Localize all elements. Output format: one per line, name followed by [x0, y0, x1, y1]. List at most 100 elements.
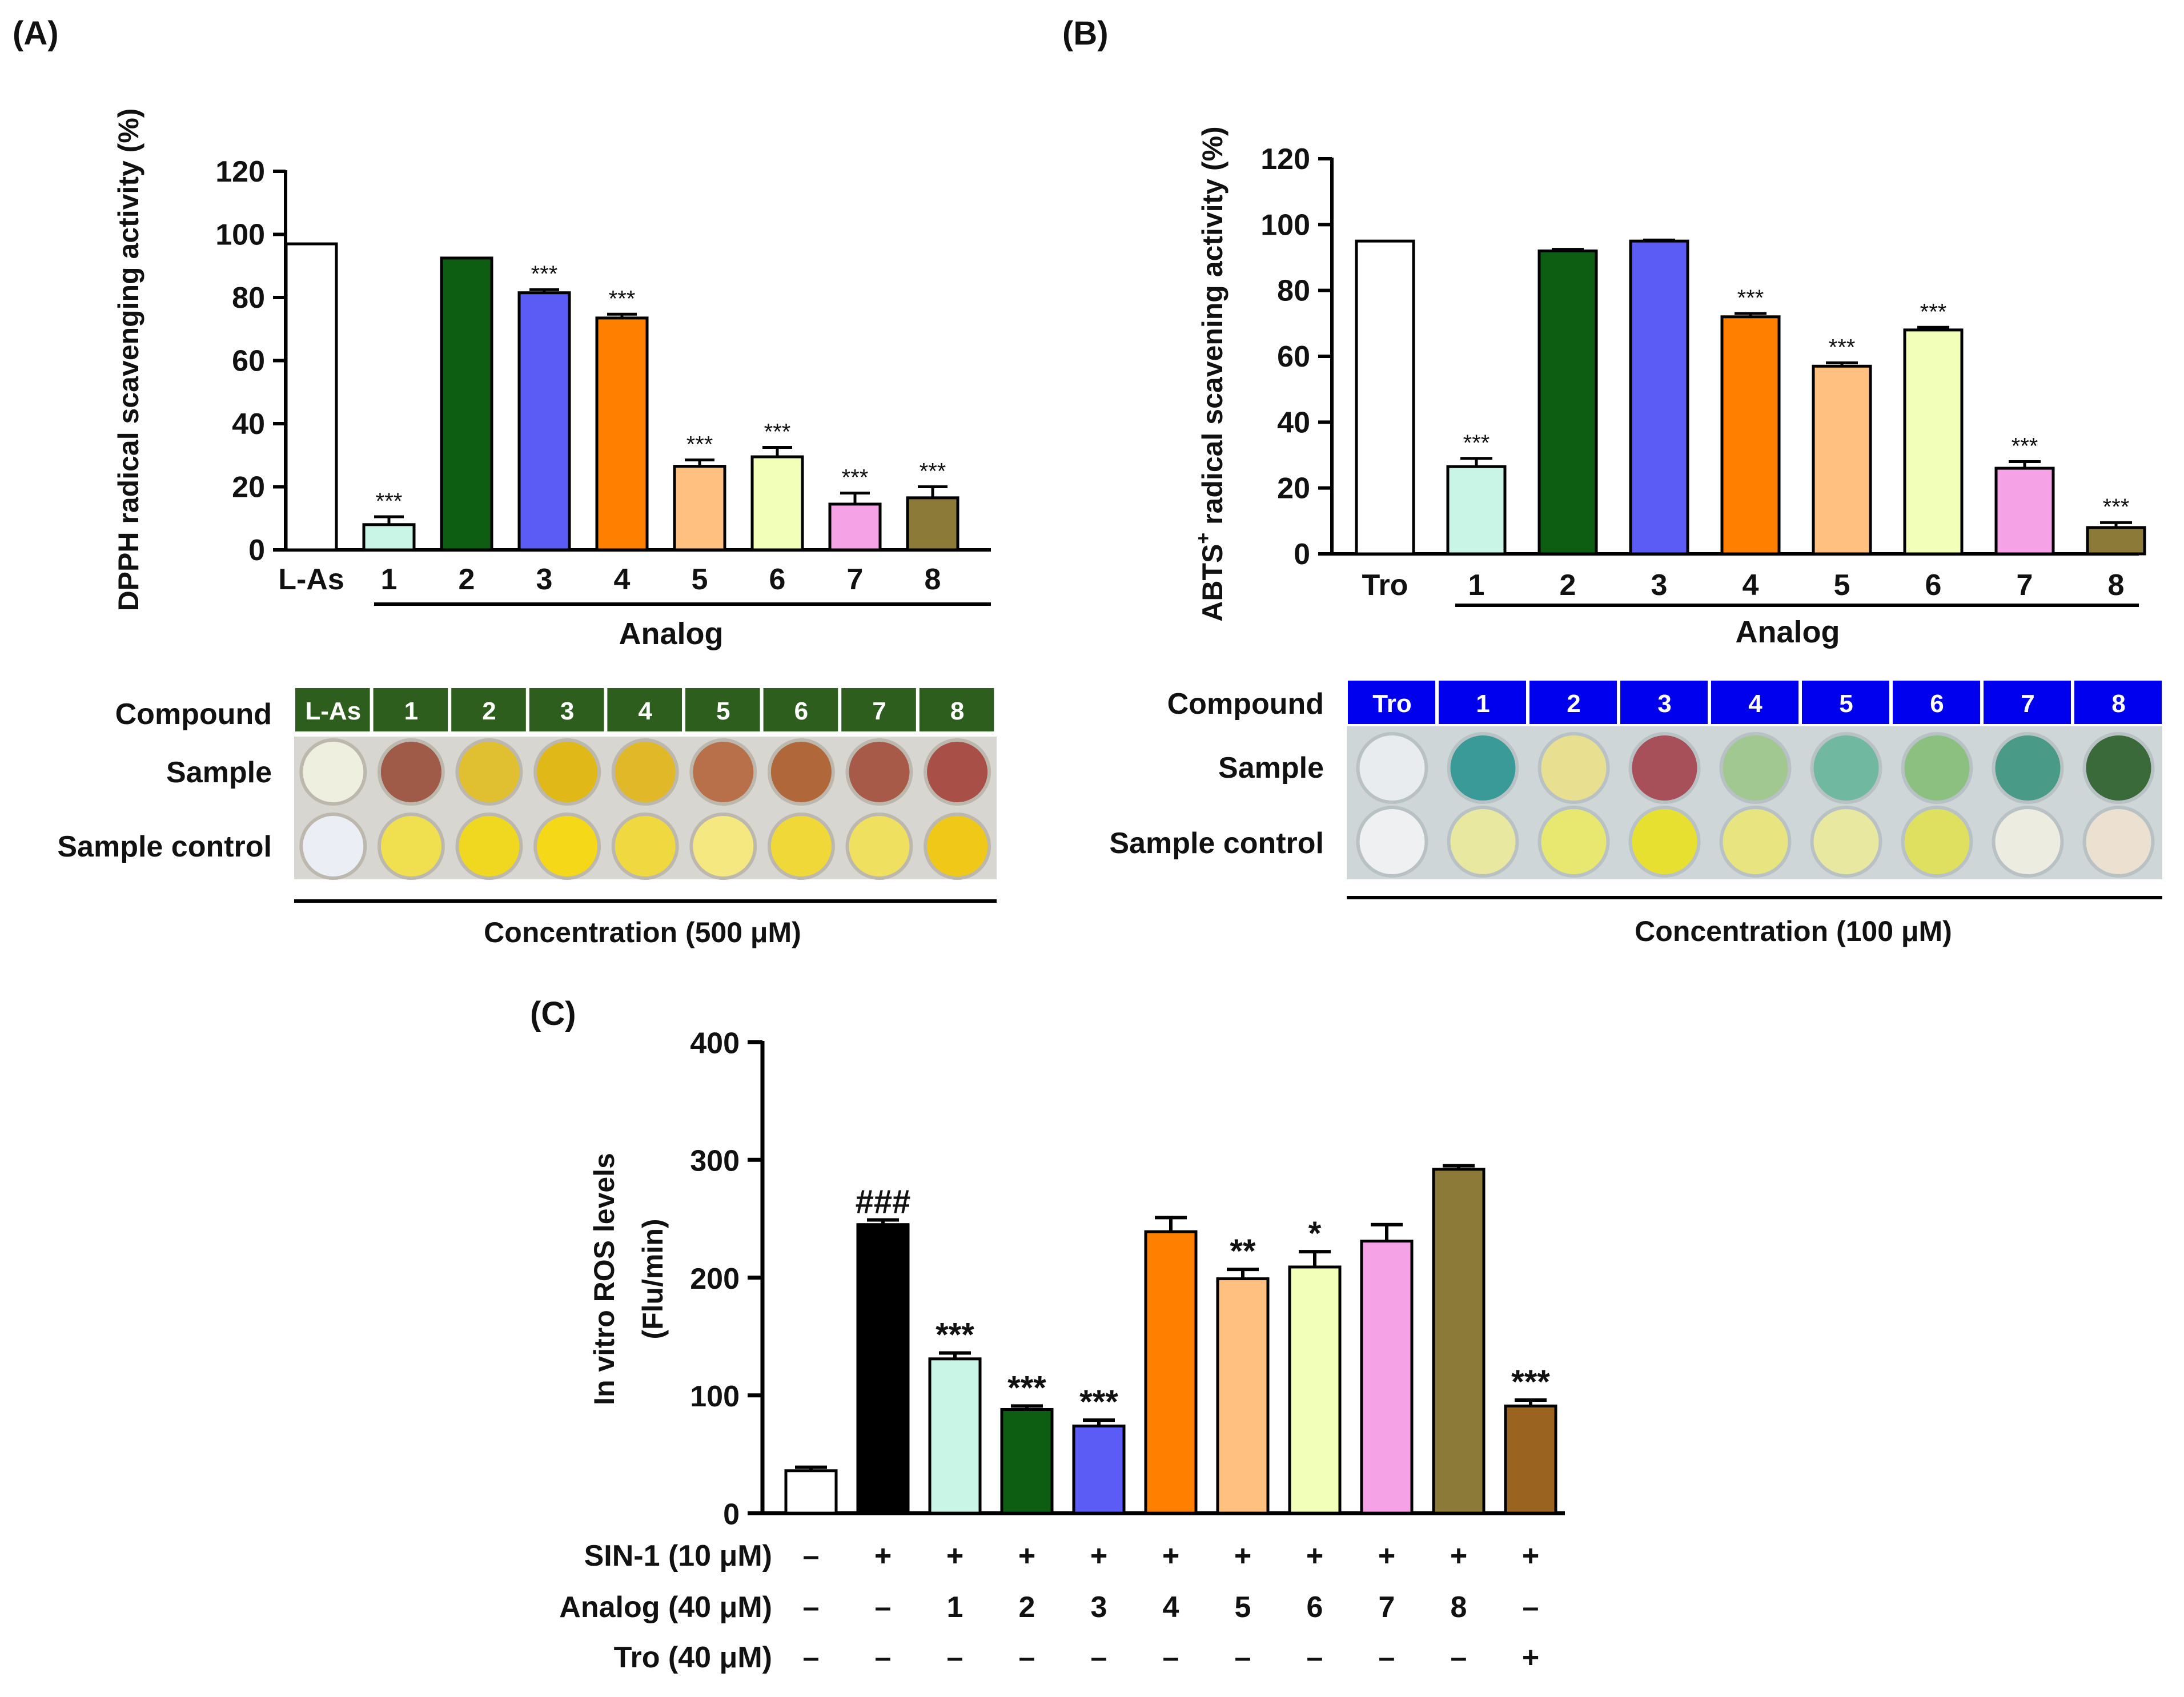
condition-value: 6 [1307, 1591, 1323, 1624]
condition-value: – [1379, 1641, 1395, 1674]
significance-label: ### [856, 1183, 911, 1220]
y-tick-label: 200 [690, 1262, 740, 1296]
plate-column-header [607, 688, 682, 731]
bar [595, 316, 649, 552]
y-tick-label: 80 [1277, 275, 1310, 308]
concentration-label: Concentration (500 μM) [484, 916, 801, 948]
significance-label: ** [1230, 1233, 1256, 1270]
condition-value: + [1378, 1539, 1395, 1573]
plate-well-control [845, 813, 913, 880]
bar [1720, 315, 1781, 556]
plate-well-sample [1719, 732, 1792, 804]
plate-column-header [1711, 681, 1798, 724]
condition-value: 8 [1451, 1591, 1467, 1624]
plate-column-header [685, 688, 760, 731]
condition-value: + [1162, 1539, 1179, 1573]
bar [1537, 249, 1598, 556]
bar [517, 291, 571, 552]
condition-value: 1 [947, 1591, 963, 1624]
condition-value: + [1090, 1539, 1107, 1573]
x-tick-label: 4 [1743, 569, 1759, 602]
plate-well-sample [299, 738, 367, 806]
plate-well-control [1537, 806, 1610, 878]
condition-value: – [1451, 1641, 1467, 1674]
significance-label: *** [920, 459, 946, 484]
bar [673, 465, 726, 552]
x-tick-label: Tro [1362, 569, 1408, 602]
bar [784, 1469, 838, 1515]
bar [1000, 1408, 1054, 1515]
x-tick-label: 1 [1468, 569, 1485, 602]
bar [1288, 1265, 1342, 1515]
x-tick-label: 1 [381, 563, 398, 596]
condition-value: 7 [1379, 1591, 1395, 1624]
y-tick-label: 60 [232, 345, 265, 378]
significance-label: *** [376, 489, 403, 514]
bar [284, 242, 338, 552]
plate-well-sample [455, 738, 523, 806]
plate-column-label: 5 [716, 697, 730, 725]
plate-header-label: Compound [1167, 687, 1324, 721]
plate-column-header [1348, 681, 1435, 724]
condition-label: SIN-1 (10 μM) [584, 1539, 772, 1573]
plate-column-label: 6 [794, 697, 808, 725]
condition-value: – [1091, 1641, 1107, 1674]
significance-label: *** [764, 419, 791, 444]
plate-column-label: 7 [2021, 690, 2034, 718]
condition-value: 2 [1019, 1591, 1035, 1624]
plate-well-sample [767, 738, 835, 806]
plate-column-label: 2 [1567, 690, 1580, 718]
x-tick-label: 8 [925, 563, 941, 596]
y-tick-label: 40 [232, 408, 265, 441]
condition-value: – [1307, 1641, 1323, 1674]
condition-value: – [947, 1641, 963, 1674]
plate-well-sample [1537, 732, 1610, 804]
significance-label: *** [1829, 335, 1856, 360]
y-tick-label: 400 [690, 1027, 740, 1060]
condition-value: + [1522, 1641, 1539, 1674]
plate-well-sample [1628, 732, 1701, 804]
x-tick-label: 8 [2108, 569, 2125, 602]
condition-value: + [874, 1539, 892, 1573]
panel-label: (C) [530, 995, 576, 1032]
y-tick-label: 20 [1277, 472, 1310, 505]
significance-label: *** [1737, 285, 1764, 311]
plate-well-control [299, 813, 367, 880]
bar [1629, 239, 1689, 556]
plate-row-label: Sample control [57, 830, 272, 863]
plate-well-sample [533, 738, 601, 806]
bar [1504, 1404, 1557, 1515]
y-axis-title-line2: (Flu/min) [637, 1219, 669, 1339]
plate-column-header [1439, 681, 1526, 724]
plate-header-label: Compound [115, 698, 272, 731]
condition-value: + [1234, 1539, 1251, 1573]
bar [440, 256, 493, 552]
condition-value: – [803, 1591, 820, 1624]
plate-well-sample [611, 738, 679, 806]
y-axis-title-line1: In vitro ROS levels [588, 1153, 620, 1405]
x-tick-label: 6 [769, 563, 786, 596]
plate-column-label: 8 [2111, 690, 2125, 718]
plate-column-header [919, 688, 994, 731]
plate-well-control [455, 813, 523, 880]
significance-label: *** [1079, 1384, 1118, 1421]
condition-value: – [803, 1539, 820, 1573]
plate-column-label: L-As [305, 697, 361, 725]
plate-well-control [2082, 806, 2155, 878]
plate-well-sample [924, 738, 991, 806]
plate-well-sample [1992, 732, 2064, 804]
plate-well-control [533, 813, 601, 880]
plate-column-label: 8 [950, 697, 964, 725]
x-axis-title: Analog [1736, 615, 1840, 649]
plate-column-label: 1 [1476, 690, 1490, 718]
bar [928, 1357, 982, 1515]
plate-column-header [1802, 681, 1889, 724]
bar [1903, 328, 1964, 556]
x-tick-label: 2 [459, 563, 475, 596]
significance-label: * [1308, 1215, 1322, 1252]
plate-column-header [1893, 681, 1980, 724]
y-axis-title: ABTS+ radical scavening activity (%) [1193, 126, 1228, 621]
plate-well-sample [1447, 732, 1519, 804]
condition-value: + [1306, 1539, 1323, 1573]
